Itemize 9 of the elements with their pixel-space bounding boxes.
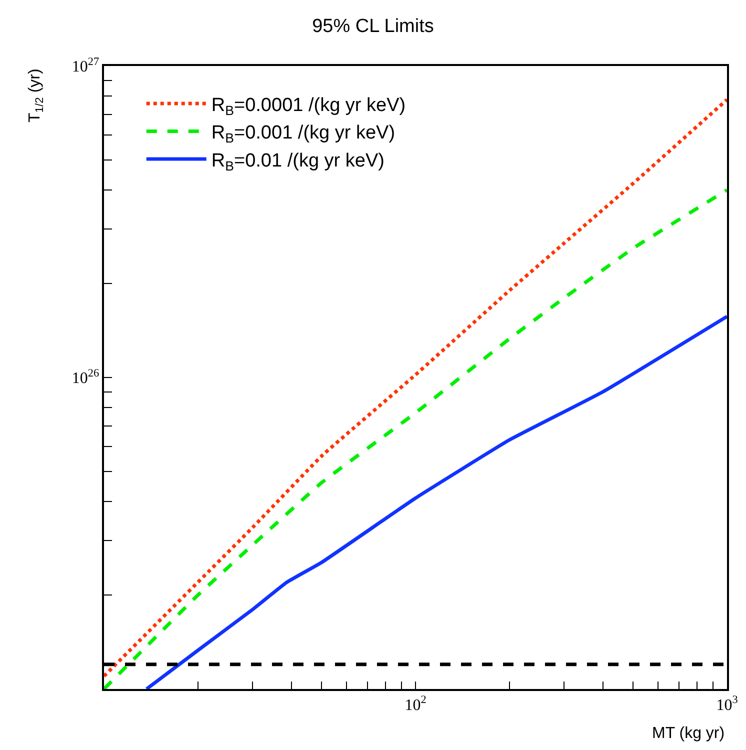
- y-tick-label: 10$^{26}$: [72, 367, 100, 388]
- y-tick-label: 10$^{27}$: [72, 56, 100, 76]
- legend-label: R$_{B}$=0.01 /(kg yr keV): [211, 150, 384, 174]
- x-axis-title: MT (kg yr): [652, 725, 725, 742]
- x-tick-label: 10$^{2}$: [404, 694, 426, 714]
- legend-label: R$_{B}$=0.001 /(kg yr keV): [211, 122, 396, 146]
- legend-label: R$_{B}$=0.0001 /(kg yr keV): [211, 94, 406, 118]
- chart-title: 95% CL Limits: [312, 16, 434, 38]
- x-tick-label: 10$^{3}$: [716, 694, 738, 714]
